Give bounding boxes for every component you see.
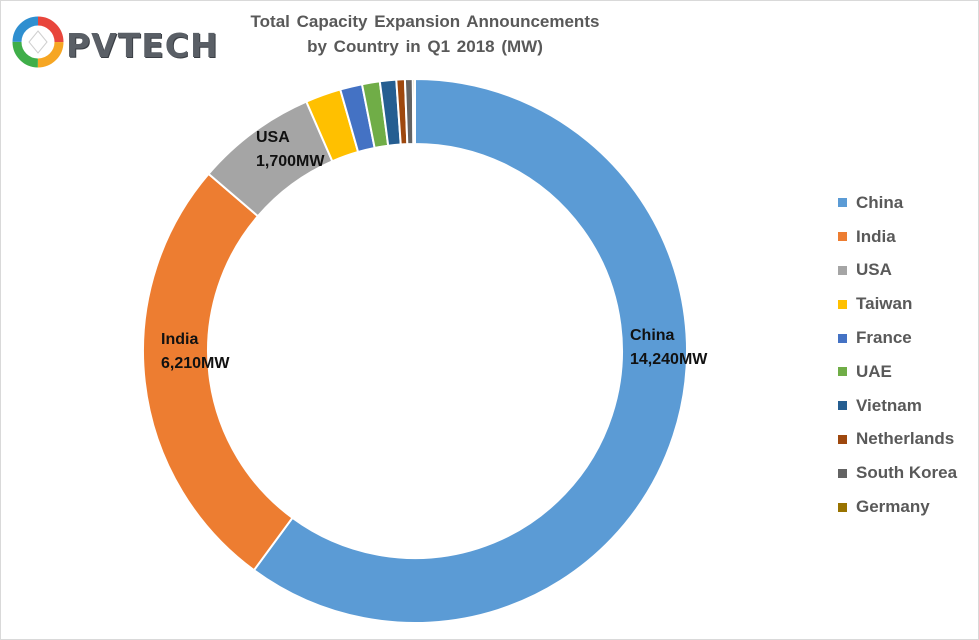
legend-label: USA bbox=[856, 260, 892, 280]
data-labels: China 14,240MW India 6,210MW USA 1,700MW bbox=[161, 129, 708, 372]
legend-label: India bbox=[856, 226, 896, 246]
slice-germany[interactable] bbox=[411, 77, 416, 146]
legend-swatch bbox=[838, 299, 847, 309]
legend-item-south-korea[interactable]: South Korea bbox=[838, 456, 957, 490]
legend-item-taiwan[interactable]: Taiwan bbox=[838, 287, 957, 321]
pvtech-logo-mark-icon bbox=[12, 16, 64, 68]
donut-slices bbox=[142, 77, 688, 624]
data-value-china: 14,240MW bbox=[630, 351, 708, 368]
data-value-usa: 1,700MW bbox=[256, 153, 325, 170]
slice-china[interactable] bbox=[252, 77, 688, 624]
pvtech-logo: PVTECH bbox=[8, 12, 223, 72]
data-value-india: 6,210MW bbox=[161, 355, 230, 372]
legend-label: Germany bbox=[856, 497, 930, 517]
logo-text: PVTECH bbox=[66, 26, 219, 65]
legend-item-china[interactable]: China bbox=[838, 186, 957, 220]
legend-swatch bbox=[838, 198, 847, 208]
chart-legend: China India USA Taiwan France UAE Vietnam Nethe… bbox=[838, 186, 957, 524]
legend-item-france[interactable]: France bbox=[838, 321, 957, 355]
legend-label: Taiwan bbox=[856, 294, 913, 314]
legend-label: South Korea bbox=[856, 463, 958, 483]
legend-swatch bbox=[838, 401, 847, 411]
chart-title-line-1: Total Capacity Expansion Announcements bbox=[250, 12, 600, 31]
legend-swatch bbox=[838, 434, 847, 444]
legend-swatch bbox=[838, 502, 847, 512]
legend-item-germany[interactable]: Germany bbox=[838, 490, 957, 524]
legend-swatch bbox=[838, 468, 847, 478]
legend-item-uae[interactable]: UAE bbox=[838, 355, 957, 389]
data-label-china: China bbox=[630, 327, 675, 344]
slice-india[interactable] bbox=[142, 172, 294, 572]
legend-label: China bbox=[856, 192, 904, 212]
legend-swatch bbox=[838, 333, 847, 343]
legend-label: UAE bbox=[856, 361, 892, 381]
legend-label: Vietnam bbox=[856, 395, 922, 415]
chart-title-line-2: by Country in Q1 2018 (MW) bbox=[307, 37, 543, 56]
legend-item-usa[interactable]: USA bbox=[838, 254, 957, 288]
legend-item-india[interactable]: India bbox=[838, 220, 957, 254]
legend-item-netherlands[interactable]: Netherlands bbox=[838, 423, 957, 457]
data-label-usa: USA bbox=[256, 129, 290, 146]
legend-item-vietnam[interactable]: Vietnam bbox=[838, 389, 957, 423]
chart-title: Total Capacity Expansion Announcements b… bbox=[190, 9, 660, 59]
legend-swatch bbox=[838, 265, 847, 275]
legend-swatch bbox=[838, 367, 847, 377]
legend-swatch bbox=[838, 232, 847, 242]
data-label-india: India bbox=[161, 331, 198, 348]
legend-label: France bbox=[856, 328, 912, 348]
legend-label: Netherlands bbox=[856, 429, 955, 449]
